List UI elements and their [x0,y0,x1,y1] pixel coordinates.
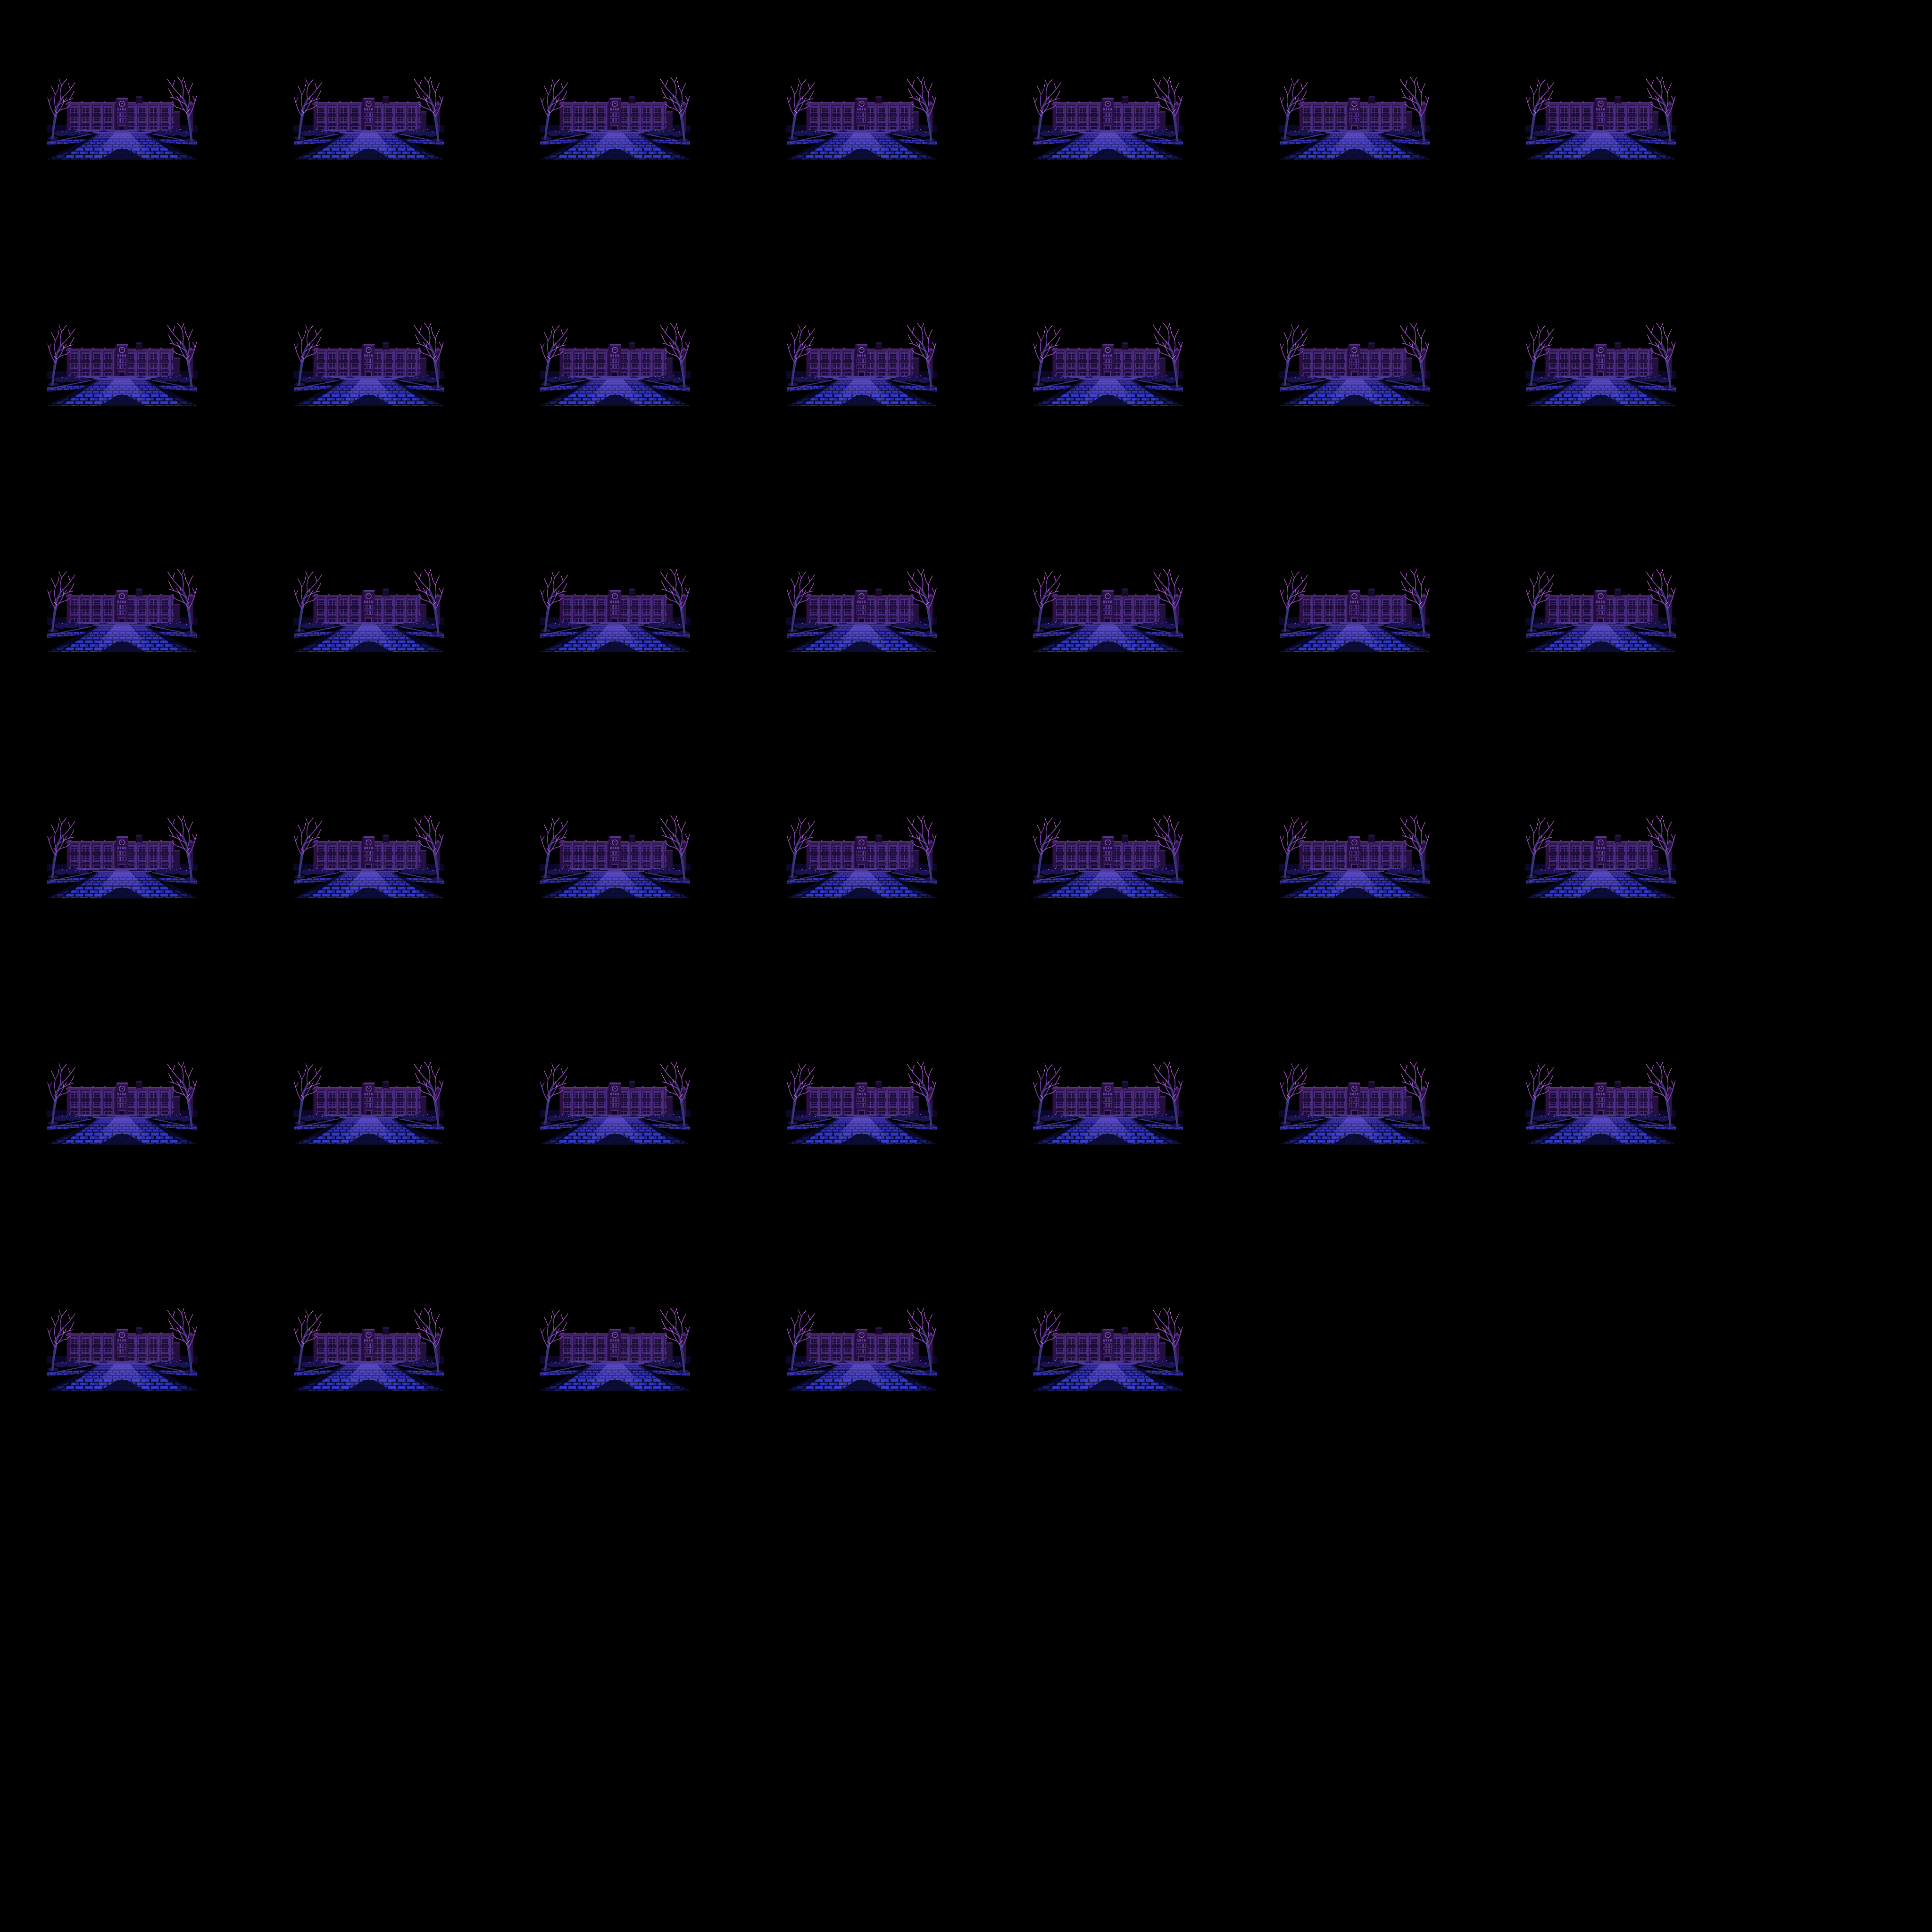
sprite-frame-r3-c2 [293,569,444,652]
sprite-frame-r2-c1 [47,323,198,406]
sprite-frame-r5-c5 [1033,1062,1183,1145]
sprite-frame-r3-c7 [1525,569,1676,652]
sprite-frame-r1-c1 [47,77,198,160]
sprite-frame-r4-c5 [1033,816,1183,899]
sprite-frame-r1-c4 [786,77,937,160]
sprite-frame-r3-c4 [786,569,937,652]
sprite-frame-r6-c5 [1033,1308,1183,1391]
sprite-frame-r3-c1 [47,569,198,652]
sprite-frame-r4-c4 [786,816,937,899]
sprite-frame-r2-c4 [786,323,937,406]
sprite-frame-r3-c3 [540,569,691,652]
sprite-frame-r1-c6 [1279,77,1430,160]
sprite-frame-r2-c6 [1279,323,1430,406]
sprite-frame-r5-c6 [1279,1062,1430,1145]
sprite-frame-r4-c7 [1525,816,1676,899]
sprite-frame-r5-c1 [47,1062,198,1145]
sprite-frame-r1-c3 [540,77,691,160]
sprite-frame-r1-c2 [293,77,444,160]
sprite-frame-r4-c1 [47,816,198,899]
sprite-frame-r6-c2 [293,1308,444,1391]
sprite-frame-r4-c2 [293,816,444,899]
sprite-frame-r6-c4 [786,1308,937,1391]
sprite-frame-r2-c7 [1525,323,1676,406]
sprite-frame-r5-c3 [540,1062,691,1145]
sprite-frame-r2-c2 [293,323,444,406]
sprite-frame-r3-c6 [1279,569,1430,652]
sprite-frame-r5-c2 [293,1062,444,1145]
sprite-frame-r6-c1 [47,1308,198,1391]
sprite-frame-r4-c3 [540,816,691,899]
sprite-frame-r2-c3 [540,323,691,406]
sprite-frame-r4-c6 [1279,816,1430,899]
sprite-frame-r1-c7 [1525,77,1676,160]
sprite-frame-r1-c5 [1033,77,1183,160]
sprite-frame-r6-c3 [540,1308,691,1391]
sprite-frame-r3-c5 [1033,569,1183,652]
sprite-frame-r5-c7 [1525,1062,1676,1145]
sprite-frame-r2-c5 [1033,323,1183,406]
sprite-frame-r5-c4 [786,1062,937,1145]
